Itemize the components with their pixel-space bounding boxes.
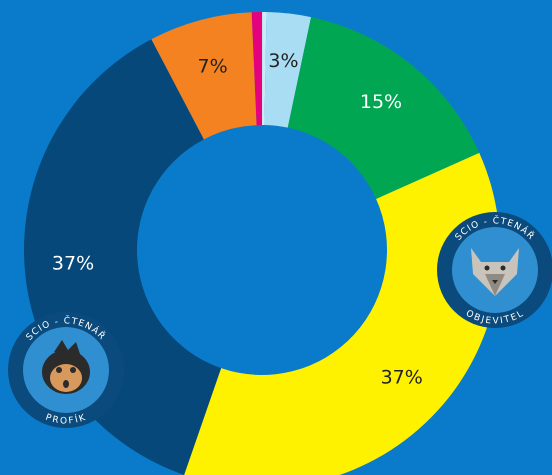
- value-label: 7%: [198, 56, 228, 78]
- value-label: 37%: [52, 253, 94, 275]
- value-label: 15%: [360, 91, 402, 113]
- value-label: 37%: [381, 367, 423, 389]
- badge: SCIO - ČTENÁŘ PROFÍK: [8, 312, 124, 428]
- chart: 3% 15% 37% 37% 7% SCIO - ČTENÁŘ PROFÍK SCIO …: [0, 0, 552, 475]
- page: 3% 15% 37% 37% 7% SCIO - ČTENÁŘ PROFÍK SCIO …: [0, 0, 552, 475]
- badge: SCIO - ČTENÁŘ OBJEVITEL: [437, 212, 552, 328]
- value-label: 3%: [268, 50, 298, 72]
